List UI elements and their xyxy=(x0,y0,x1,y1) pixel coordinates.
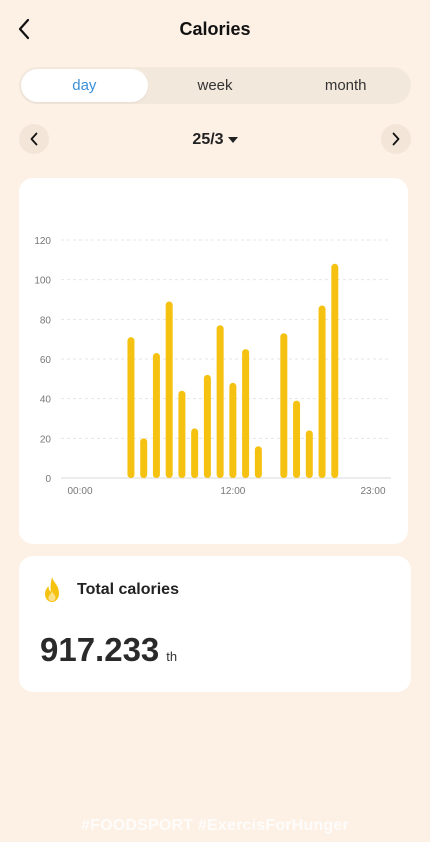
chart-bar[interactable] xyxy=(140,438,148,478)
app-header: Calories xyxy=(0,0,430,60)
y-tick-label: 60 xyxy=(40,355,52,366)
caret-down-icon xyxy=(227,137,238,143)
total-calories-value: 917.233 xyxy=(40,631,160,668)
total-calories-value-row: 917.233 th xyxy=(40,631,177,669)
chart-bar[interactable] xyxy=(318,305,326,478)
total-calories-unit: th xyxy=(166,649,178,664)
chart-bar[interactable] xyxy=(305,430,313,478)
total-calories-label: Total calories xyxy=(77,581,179,598)
period-tabs: day week month xyxy=(19,67,411,104)
y-tick-label: 80 xyxy=(40,315,52,326)
chevron-left-icon xyxy=(30,132,38,146)
chevron-left-icon xyxy=(18,18,30,40)
chart-bar[interactable] xyxy=(216,325,224,478)
date-selector[interactable]: 25/3 xyxy=(150,128,280,152)
chart-bar[interactable] xyxy=(280,333,288,478)
y-tick-label: 40 xyxy=(40,395,52,406)
page-title: Calories xyxy=(179,19,251,39)
chart-bar[interactable] xyxy=(254,446,262,478)
flame-icon xyxy=(45,577,59,602)
watermark-text: #FOODSPORT #ExercisForHunger xyxy=(81,817,349,834)
calories-bar-chart: 0 20 40 60 80 100 120 00:00 12:00 23:00 xyxy=(34,236,391,497)
chart-bar[interactable] xyxy=(152,353,160,478)
chart-bar[interactable] xyxy=(203,374,211,478)
back-button[interactable] xyxy=(10,14,38,44)
y-tick-label: 120 xyxy=(34,236,51,247)
next-date-button[interactable] xyxy=(381,124,411,154)
chevron-right-icon xyxy=(392,132,400,146)
chart-bar[interactable] xyxy=(331,263,339,478)
chart-bar[interactable] xyxy=(242,349,250,478)
total-calories-card: Total calories 917.233 th xyxy=(19,556,411,692)
tab-day[interactable]: day xyxy=(21,69,148,102)
prev-date-button[interactable] xyxy=(19,124,49,154)
y-tick-label: 20 xyxy=(40,434,52,445)
chart-bar[interactable] xyxy=(229,382,237,478)
chart-bar[interactable] xyxy=(127,337,135,478)
date-label: 25/3 xyxy=(192,131,224,148)
chart-bar[interactable] xyxy=(293,400,301,478)
x-tick-label: 00:00 xyxy=(67,486,92,497)
tab-week[interactable]: week xyxy=(197,77,233,94)
chart-bar[interactable] xyxy=(191,428,199,478)
x-tick-label: 12:00 xyxy=(220,486,245,497)
x-tick-label: 23:00 xyxy=(360,486,385,497)
chart-card: 0 20 40 60 80 100 120 00:00 12:00 23:00 xyxy=(19,178,408,544)
chart-bar[interactable] xyxy=(178,390,186,478)
y-tick-label: 100 xyxy=(34,276,51,287)
tab-month[interactable]: month xyxy=(324,77,367,94)
chart-bar[interactable] xyxy=(165,301,173,478)
y-tick-label: 0 xyxy=(45,474,51,485)
